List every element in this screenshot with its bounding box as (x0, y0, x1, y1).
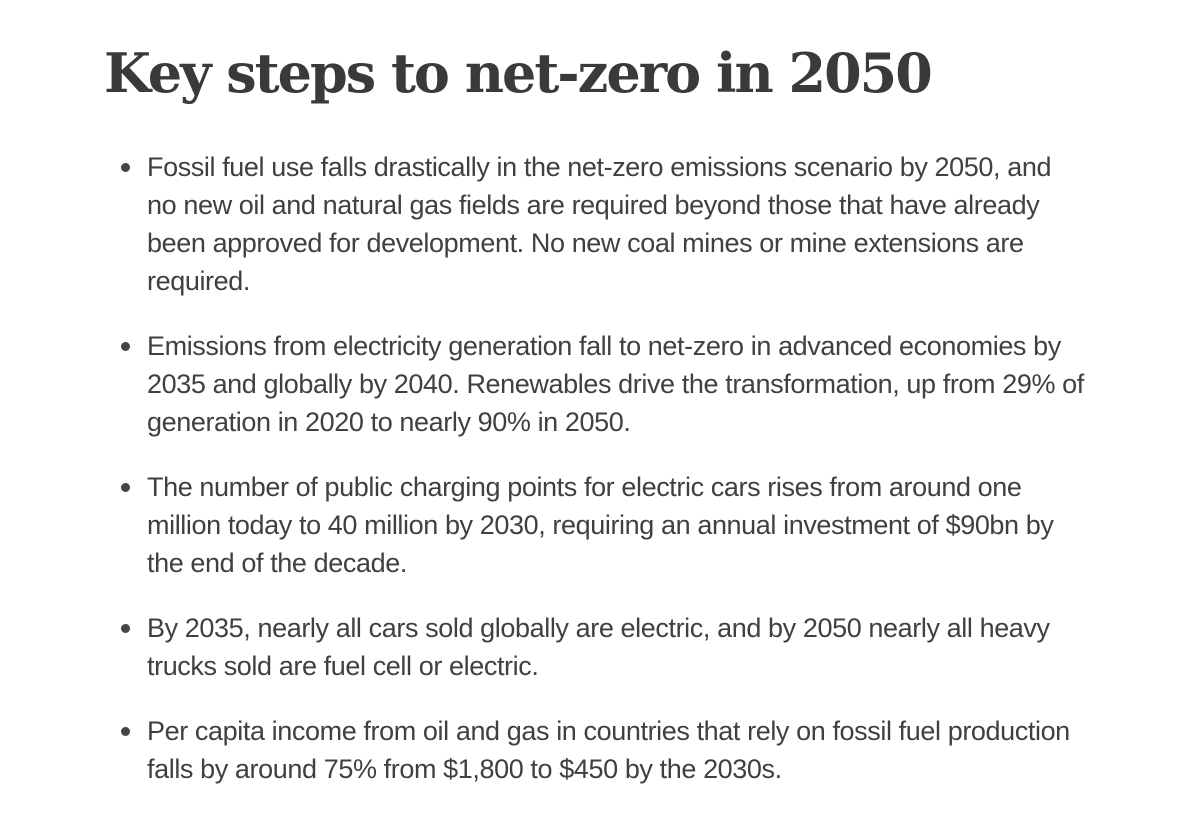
bullet-icon (121, 483, 130, 493)
key-points-list: Fossil fuel use falls drastically in the… (104, 148, 1094, 788)
list-item: Fossil fuel use falls drastically in the… (104, 148, 1094, 300)
list-item: Emissions from electricity generation fa… (104, 327, 1094, 441)
page-title: Key steps to net-zero in 2050 (104, 41, 933, 105)
list-item: By 2035, nearly all cars sold globally a… (104, 609, 1094, 685)
bullet-icon (121, 163, 130, 173)
list-item-text: Fossil fuel use falls drastically in the… (147, 152, 1052, 297)
list-item-text: The number of public charging points for… (147, 472, 1054, 579)
list-item-text: By 2035, nearly all cars sold globally a… (147, 613, 1050, 682)
list-item-text: Emissions from electricity generation fa… (147, 331, 1084, 438)
list-item-text: Per capita income from oil and gas in co… (147, 716, 1070, 785)
article-section: Key steps to net-zero in 2050 Fossil fue… (104, 41, 1094, 788)
bullet-icon (121, 342, 130, 352)
bullet-icon (121, 624, 130, 634)
list-item: Per capita income from oil and gas in co… (104, 712, 1094, 788)
bullet-icon (121, 727, 130, 737)
list-item: The number of public charging points for… (104, 468, 1094, 582)
